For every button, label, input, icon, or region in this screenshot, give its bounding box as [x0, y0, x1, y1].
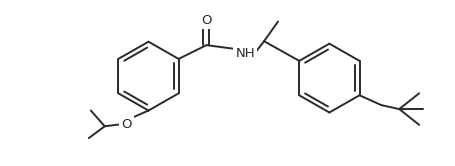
Text: O: O: [121, 118, 132, 131]
Text: NH: NH: [235, 47, 255, 60]
Text: O: O: [201, 14, 212, 27]
